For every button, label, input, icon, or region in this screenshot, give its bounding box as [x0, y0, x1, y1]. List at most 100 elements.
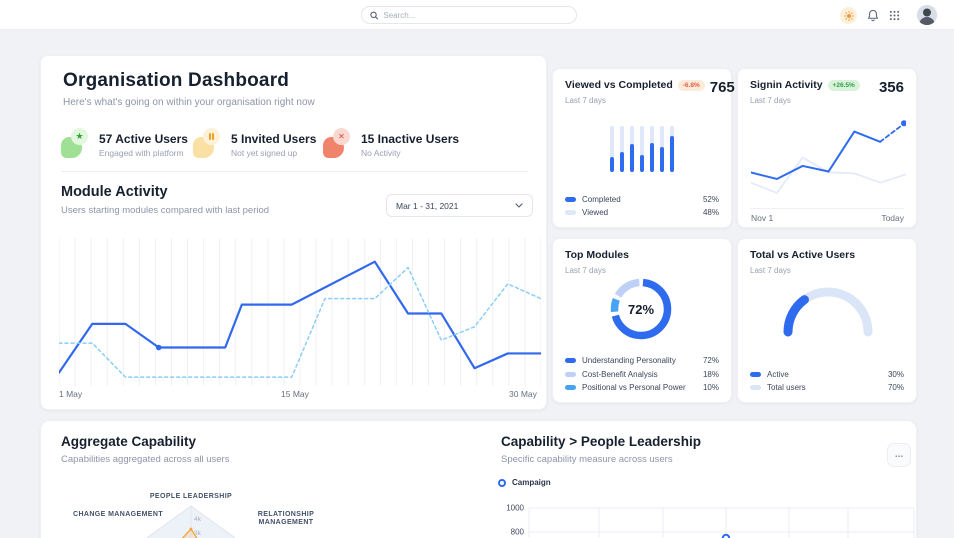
donut-center-label: 72%: [627, 301, 655, 317]
capability-detail-subtitle: Specific capability measure across users: [501, 454, 673, 465]
legend-label: Completed: [582, 194, 621, 204]
legend-value: 18%: [702, 369, 719, 379]
legend-swatch: [750, 385, 761, 390]
legend-swatch: [565, 196, 576, 202]
notifications-button[interactable]: [864, 7, 881, 24]
legend-swatch: [565, 210, 576, 215]
date-range-value: Mar 1 - 31, 2021: [396, 200, 459, 211]
top-modules-card: Top Modules Last 7 days 72% Understandin…: [552, 238, 732, 403]
search-input[interactable]: [361, 6, 577, 24]
legend: Active 30% Total users 70%: [750, 369, 904, 392]
apps-grid-button[interactable]: [886, 7, 903, 24]
legend: Completed 52% Viewed 48%: [565, 195, 719, 217]
bar-pair: [669, 126, 675, 172]
legend-label: Active: [767, 369, 789, 379]
campaign-line-chart: 1000 800: [506, 504, 915, 538]
legend-row: Completed 52%: [565, 195, 719, 204]
top-modules-donut-chart: 72%: [601, 269, 681, 349]
signin-activity-card: Signin Activity +26.5% 356 Last 7 days N…: [737, 68, 917, 228]
x-axis-label: 15 May: [281, 389, 309, 399]
stat-label: 57 Active Users: [99, 132, 188, 146]
change-badge: +26.5%: [827, 80, 860, 91]
divider: [61, 171, 528, 172]
card-title: Signin Activity: [750, 79, 823, 91]
capability-section-card: Aggregate Capability Capabilities aggreg…: [40, 420, 917, 538]
date-range-select[interactable]: Mar 1 - 31, 2021: [386, 194, 533, 217]
stat-sublabel: Not yet signed up: [231, 148, 298, 158]
card-period: Last 7 days: [750, 266, 791, 275]
card-value: 356: [878, 79, 904, 96]
legend-swatch: [565, 358, 576, 363]
inactive-users-icon: [323, 128, 353, 160]
card-title: Total vs Active Users: [750, 249, 856, 261]
viewed-vs-completed-card: Viewed vs Completed -6.8% 765 Last 7 day…: [552, 68, 735, 228]
search-field[interactable]: [383, 10, 568, 20]
legend-value: 70%: [887, 383, 904, 392]
module-activity-subtitle: Users starting modules compared with las…: [61, 205, 270, 216]
aggregate-capability-radar-chart: 4k 3k: [145, 505, 237, 538]
user-avatar[interactable]: [917, 5, 937, 25]
bar-pair: [629, 126, 635, 172]
divider: [750, 208, 904, 209]
apps-grid-icon: [889, 10, 900, 21]
legend: Understanding Personality 72% Cost-Benefi…: [565, 356, 719, 392]
radar-axis-relationship-management: RELATIONSHIP MANAGEMENT: [257, 511, 315, 527]
module-activity-title: Module Activity: [61, 184, 168, 200]
card-title: Viewed vs Completed: [565, 79, 673, 91]
page-subtitle: Here's what's going on within your organ…: [63, 97, 315, 108]
bar-pair: [659, 126, 665, 172]
card-menu-button[interactable]: ...: [887, 443, 911, 467]
svg-text:1000: 1000: [506, 504, 524, 513]
card-period: Last 7 days: [565, 266, 606, 275]
bar-pair: [639, 126, 645, 172]
x-axis-label: Today: [881, 213, 904, 223]
svg-text:800: 800: [511, 528, 525, 537]
bar-pair: [649, 126, 655, 172]
legend-swatch: [750, 371, 761, 377]
radar-axis-change-management: CHANGE MANAGEMENT: [72, 511, 164, 518]
search-icon: [370, 11, 379, 19]
pause-icon: [208, 133, 215, 140]
svg-text:3k: 3k: [194, 530, 202, 537]
aggregate-capability-subtitle: Capabilities aggregated across all users: [61, 454, 230, 465]
active-users-icon: [61, 128, 91, 160]
theme-toggle-button[interactable]: [840, 7, 857, 24]
aggregate-capability-title: Aggregate Capability: [61, 434, 197, 449]
dashboard-overview-card: Organisation Dashboard Here's what's goi…: [40, 55, 547, 410]
radar-axis-people-leadership: PEOPLE LEADERSHIP: [149, 493, 233, 500]
campaign-legend-label: Campaign: [512, 478, 551, 487]
sun-icon: [843, 10, 854, 21]
x-axis-label: 1 May: [59, 389, 83, 399]
legend-row: Cost-Benefit Analysis 18%: [565, 370, 719, 379]
total-vs-active-card: Total vs Active Users Last 7 days Active…: [737, 238, 917, 403]
page-title: Organisation Dashboard: [63, 70, 290, 91]
topbar: [0, 0, 954, 30]
card-period: Last 7 days: [750, 96, 791, 105]
campaign-marker-icon: [498, 478, 506, 487]
change-badge: -6.8%: [677, 80, 705, 91]
x-icon: [338, 132, 345, 141]
stat-inactive-users: 15 Inactive Users No Activity: [323, 128, 459, 160]
campaign-legend-toggle[interactable]: Campaign: [498, 478, 551, 487]
legend-label: Viewed: [582, 208, 609, 217]
star-icon: [75, 131, 83, 142]
legend-label: Positional vs Personal Power: [582, 383, 686, 392]
legend-swatch: [565, 385, 576, 390]
avatar-photo: [917, 5, 937, 25]
card-value: 765: [709, 79, 735, 96]
svg-text:4k: 4k: [194, 516, 202, 523]
legend-swatch: [565, 371, 576, 377]
viewed-completed-bar-chart: [553, 126, 731, 172]
stat-sublabel: Engaged with platform: [99, 148, 184, 158]
total-active-gauge-chart: [783, 287, 873, 337]
stat-label: 15 Inactive Users: [361, 132, 460, 146]
legend-value: 72%: [702, 356, 719, 365]
legend-label: Cost-Benefit Analysis: [582, 369, 658, 379]
invited-users-icon: [193, 128, 223, 160]
x-axis-label: 30 May: [509, 389, 537, 399]
legend-label: Understanding Personality: [582, 356, 676, 365]
card-period: Last 7 days: [565, 96, 606, 105]
module-activity-chart: [59, 238, 541, 386]
bar-pair: [609, 126, 615, 172]
signin-line-chart: [751, 120, 906, 194]
